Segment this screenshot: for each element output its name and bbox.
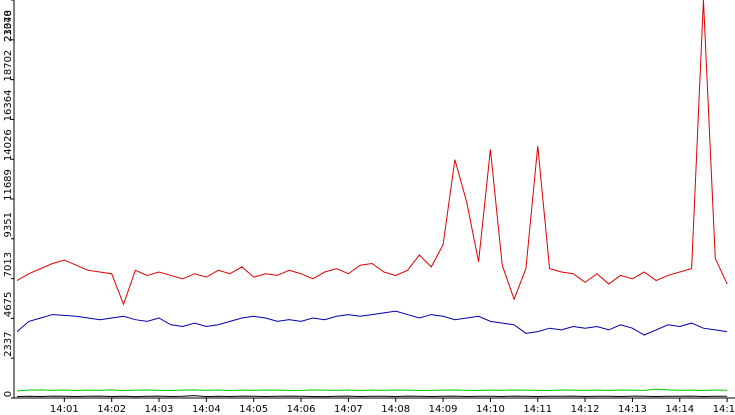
x-tick-label: 14:11: [523, 404, 552, 415]
series-line: [16, 388, 728, 392]
y-tick-label: 23378: [3, 10, 14, 42]
x-tick-label: 14:14: [665, 404, 694, 415]
x-tick-label: 14:03: [145, 404, 174, 415]
x-tick-label: 14:15: [713, 404, 735, 415]
y-tick-label: 7013: [3, 252, 14, 277]
y-tick-label: 18702: [3, 50, 14, 82]
x-tick-label: 14:09: [429, 404, 458, 415]
series-line: [16, 0, 728, 306]
x-tick-label: 14:02: [97, 404, 126, 415]
x-tick-label: 14:10: [476, 404, 505, 415]
x-tick-label: 14:05: [239, 404, 268, 415]
x-tick-label: 14:07: [334, 404, 363, 415]
y-tick-label: 16364: [3, 90, 14, 122]
x-tick-label: 14:13: [618, 404, 647, 415]
series-line: [16, 310, 728, 336]
x-tick-label: 14:04: [192, 404, 221, 415]
series-line: [16, 395, 728, 398]
y-tick-label: 11689: [3, 169, 14, 201]
x-tick-label: 14:01: [50, 404, 79, 415]
x-tick-label: 14:12: [571, 404, 600, 415]
y-tick-label: 21040: [3, 10, 14, 42]
y-tick-label: 9351: [3, 212, 14, 237]
x-tick-label: 14:08: [381, 404, 410, 415]
y-tick-label: 4675: [3, 292, 14, 317]
x-tick-label: 14:06: [287, 404, 316, 415]
y-tick-label: 0: [3, 391, 14, 397]
y-tick-label: 14026: [3, 129, 14, 161]
y-tick-label: 2337: [3, 331, 14, 356]
